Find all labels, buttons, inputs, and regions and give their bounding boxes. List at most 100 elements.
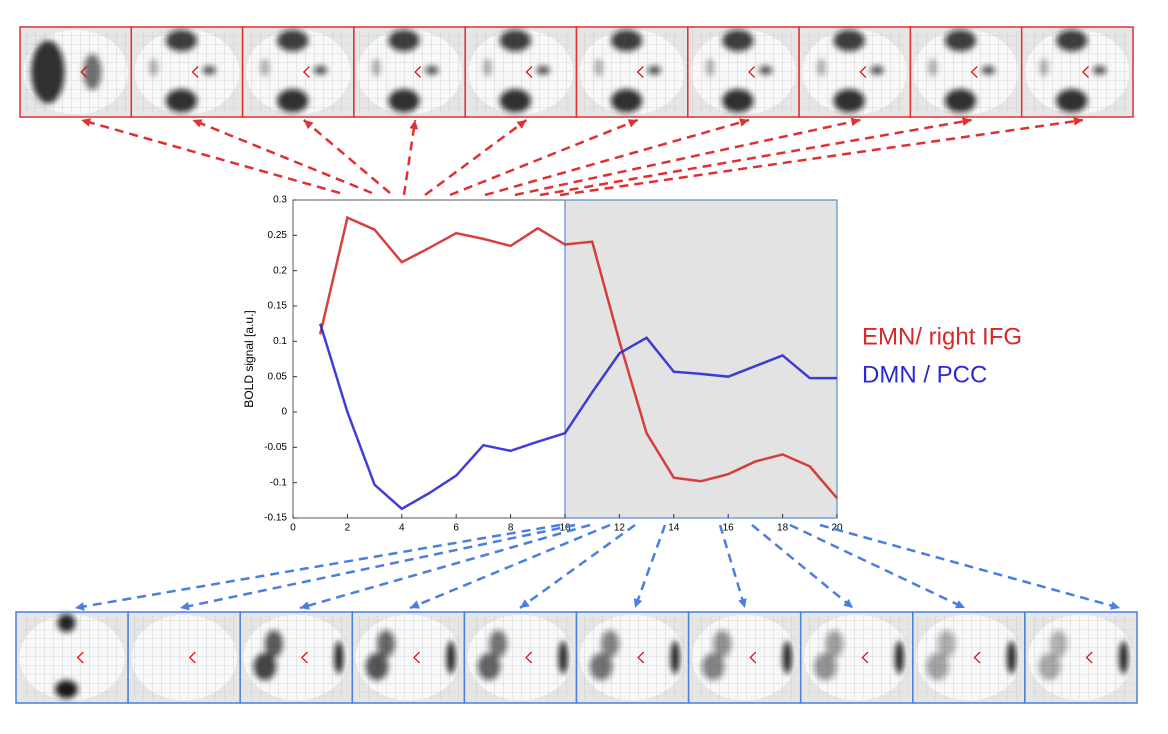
brain-image [688, 27, 799, 117]
blob [260, 59, 269, 77]
blob [254, 653, 276, 680]
arrow-head [409, 120, 418, 130]
blob [57, 614, 75, 632]
arrow [180, 525, 575, 608]
blob [671, 641, 680, 674]
arrow [75, 525, 560, 608]
blob [334, 641, 343, 674]
arrow-head [628, 119, 638, 127]
arrow [425, 120, 526, 195]
y-axis-label: BOLD signal [a.u.] [242, 310, 256, 407]
blob [928, 59, 937, 77]
arrow [450, 120, 638, 195]
arrow [485, 120, 749, 195]
arrow-head [75, 602, 85, 611]
arrow-head [851, 118, 861, 127]
arrow-head [962, 117, 972, 126]
blob [926, 653, 948, 680]
blob [759, 66, 772, 75]
arrow [404, 120, 415, 195]
brain-image [1022, 27, 1133, 117]
arrow-head [81, 118, 91, 126]
y-tick-label: 0.15 [268, 301, 288, 312]
shaded-region [565, 200, 837, 518]
y-tick-label: -0.05 [264, 442, 287, 453]
blob [590, 653, 612, 680]
legend-label: DMN / PCC [862, 361, 987, 388]
blob [277, 89, 308, 112]
blob [166, 30, 197, 52]
blob [314, 66, 327, 75]
blob [478, 653, 500, 680]
blob [83, 54, 101, 90]
x-tick-label: 16 [723, 523, 735, 534]
arrow [752, 525, 853, 608]
blob [722, 30, 753, 52]
arrow-head [634, 598, 642, 608]
blob [945, 30, 976, 52]
legend-label: EMN/ right IFG [862, 323, 1022, 350]
arrow [81, 120, 340, 193]
y-tick-label: 0.3 [273, 195, 287, 206]
blob [814, 653, 836, 680]
blob [706, 59, 715, 77]
brain-image [128, 612, 240, 703]
blob [500, 89, 531, 112]
blob [55, 680, 77, 698]
blob [1007, 641, 1016, 674]
blob [388, 89, 419, 112]
brain-image [243, 27, 354, 117]
arrow-head [843, 599, 853, 608]
arrow [300, 525, 590, 608]
arrow-head [520, 599, 530, 608]
brain-image [16, 612, 128, 703]
x-tick-label: 4 [399, 523, 405, 534]
blob [166, 89, 197, 112]
blob [783, 641, 792, 674]
arrow [193, 120, 372, 193]
blob [559, 641, 568, 674]
x-tick-label: 6 [453, 523, 459, 534]
blob [1056, 89, 1087, 112]
arrow-head [517, 120, 527, 129]
blob [611, 89, 642, 112]
blob [203, 66, 216, 75]
y-tick-label: 0.2 [273, 265, 287, 276]
blob [982, 66, 995, 75]
blob [446, 641, 455, 674]
brain-image [577, 612, 689, 703]
blob [31, 41, 64, 104]
brain-image [131, 27, 242, 117]
y-tick-label: 0.05 [268, 371, 288, 382]
brain-image [354, 27, 465, 117]
brain-image [577, 27, 688, 117]
blob [817, 59, 826, 77]
brain-image [910, 27, 1021, 117]
arrow [790, 525, 965, 608]
blob [536, 66, 549, 75]
y-tick-label: -0.15 [264, 513, 287, 524]
arrow-head [304, 120, 314, 129]
blob [611, 30, 642, 52]
arrow [635, 525, 665, 608]
arrow [304, 120, 390, 193]
y-tick-label: 0.1 [273, 336, 287, 347]
brain-image [20, 27, 131, 117]
y-tick-label: -0.1 [270, 477, 288, 488]
blob [372, 59, 381, 77]
blob [1056, 30, 1087, 52]
x-tick-label: 2 [345, 523, 351, 534]
brain-image [240, 612, 352, 703]
blob [945, 89, 976, 112]
brain-image [465, 27, 576, 117]
arrow-head [1110, 601, 1120, 609]
blob [1119, 641, 1128, 674]
arrow-head [410, 601, 420, 609]
arrow-head [180, 602, 190, 611]
x-tick-label: 14 [668, 523, 680, 534]
blob [895, 641, 904, 674]
page: {"chart_data": {"type": "line", "y_label… [0, 0, 1168, 734]
arrow [515, 120, 860, 195]
blob [722, 89, 753, 112]
blob [1093, 66, 1106, 75]
